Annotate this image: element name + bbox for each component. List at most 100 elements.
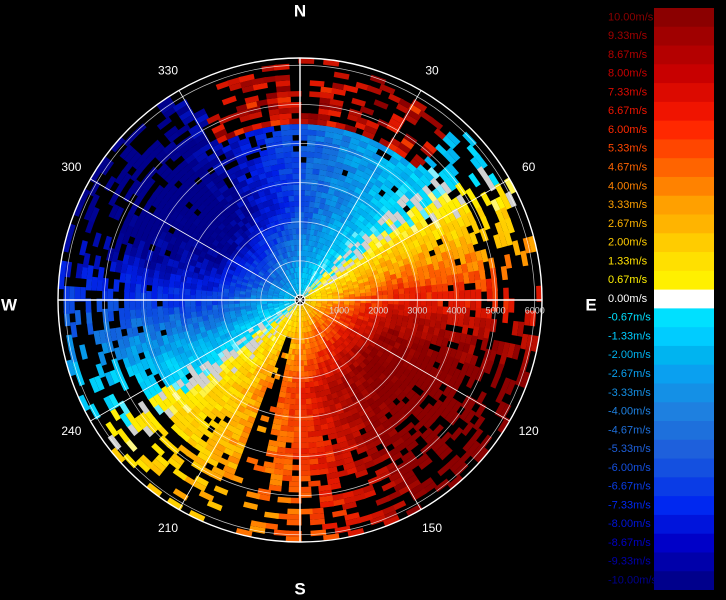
- velocity-cell: [244, 235, 252, 244]
- velocity-cell: [286, 269, 291, 275]
- velocity-cell: [253, 279, 260, 285]
- azimuth-spoke: [178, 90, 301, 301]
- velocity-cell: [323, 335, 330, 342]
- velocity-cell: [238, 272, 245, 279]
- velocity-cell: [197, 451, 211, 463]
- velocity-cell: [65, 359, 76, 377]
- velocity-cell: [479, 317, 487, 331]
- velocity-cell: [274, 288, 280, 293]
- velocity-cell: [277, 248, 283, 255]
- velocity-cell: [236, 263, 244, 271]
- velocity-cell: [310, 294, 316, 298]
- velocity-cell: [375, 495, 391, 506]
- velocity-cell: [500, 193, 512, 210]
- velocity-cell: [483, 175, 497, 192]
- velocity-cell: [338, 295, 344, 299]
- velocity-cell: [256, 98, 271, 107]
- velocity-cell: [299, 184, 307, 191]
- velocity-cell: [462, 272, 470, 284]
- velocity-cell: [442, 306, 449, 317]
- velocity-cell: [115, 327, 123, 341]
- velocity-cell: [255, 265, 262, 272]
- velocity-cell: [151, 442, 165, 457]
- velocity-cell: [252, 269, 259, 276]
- velocity-cell: [256, 288, 263, 293]
- velocity-cell: [272, 323, 279, 329]
- velocity-cell: [314, 247, 321, 254]
- velocity-cell: [310, 283, 316, 289]
- velocity-cell: [277, 320, 283, 326]
- velocity-cell: [85, 309, 93, 324]
- velocity-cell: [147, 322, 155, 334]
- velocity-cell: [312, 277, 318, 283]
- velocity-cell: [261, 250, 268, 258]
- velocity-cell: [275, 80, 291, 87]
- velocity-cell: [512, 344, 521, 360]
- velocity-cell: [316, 327, 322, 334]
- velocity-cell: [317, 254, 323, 261]
- velocity-cell: [319, 318, 325, 324]
- velocity-cell: [324, 311, 331, 316]
- velocity-cell: [305, 279, 310, 285]
- velocity-cell: [116, 428, 130, 444]
- velocity-cell: [294, 315, 297, 322]
- velocity-cell: [295, 289, 299, 295]
- velocity-cell: [308, 480, 321, 487]
- velocity-cell: [286, 313, 292, 319]
- velocity-cell: [254, 336, 262, 344]
- velocity-cell: [253, 326, 261, 333]
- velocity-cell: [303, 291, 308, 297]
- velocity-cell: [288, 107, 302, 114]
- velocity-cell: [349, 293, 355, 298]
- velocity-cell: [289, 300, 295, 302]
- velocity-cell: [184, 304, 191, 313]
- velocity-cell: [80, 286, 86, 302]
- velocity-cell: [342, 253, 350, 260]
- velocity-cell: [264, 313, 271, 318]
- velocity-cell: [351, 338, 359, 346]
- velocity-cell: [338, 256, 346, 264]
- velocity-cell: [270, 258, 277, 265]
- velocity-cell: [341, 230, 349, 239]
- velocity-cell: [241, 254, 249, 262]
- velocity-cell: [321, 336, 328, 344]
- velocity-cell: [275, 309, 282, 314]
- velocity-cell: [247, 266, 255, 273]
- velocity-cell: [472, 415, 486, 431]
- velocity-cell: [503, 298, 509, 313]
- velocity-cell: [286, 318, 291, 325]
- velocity-cell: [337, 274, 345, 281]
- velocity-cell: [124, 242, 133, 256]
- velocity-cell: [279, 314, 285, 320]
- velocity-cell: [462, 437, 477, 453]
- velocity-cell: [151, 306, 158, 317]
- velocity-cell: [343, 346, 351, 354]
- velocity-cell: [85, 276, 93, 291]
- azimuth-spoke: [299, 178, 510, 301]
- velocity-cell: [211, 123, 226, 134]
- velocity-cell: [316, 302, 322, 305]
- velocity-cell: [308, 306, 314, 311]
- velocity-cell: [276, 157, 287, 165]
- velocity-cell: [255, 274, 263, 281]
- velocity-cell: [485, 308, 493, 322]
- velocity-cell: [307, 469, 320, 476]
- velocity-cell: [413, 419, 426, 432]
- velocity-cell: [335, 239, 343, 247]
- velocity-cell: [248, 111, 263, 120]
- velocity-cell: [316, 321, 321, 327]
- velocity-cell: [374, 466, 389, 477]
- velocity-cell: [383, 179, 395, 190]
- velocity-cell: [162, 284, 169, 295]
- velocity-cell: [353, 335, 361, 343]
- velocity-cell: [498, 232, 508, 248]
- velocity-cell: [295, 316, 298, 322]
- velocity-cell: [393, 480, 409, 492]
- velocity-cell: [88, 206, 100, 223]
- velocity-cell: [282, 285, 288, 290]
- velocity-cell: [119, 317, 127, 330]
- velocity-cell: [365, 119, 380, 130]
- velocity-cell: [319, 249, 326, 257]
- velocity-cell: [258, 260, 266, 268]
- velocity-cell: [293, 284, 297, 290]
